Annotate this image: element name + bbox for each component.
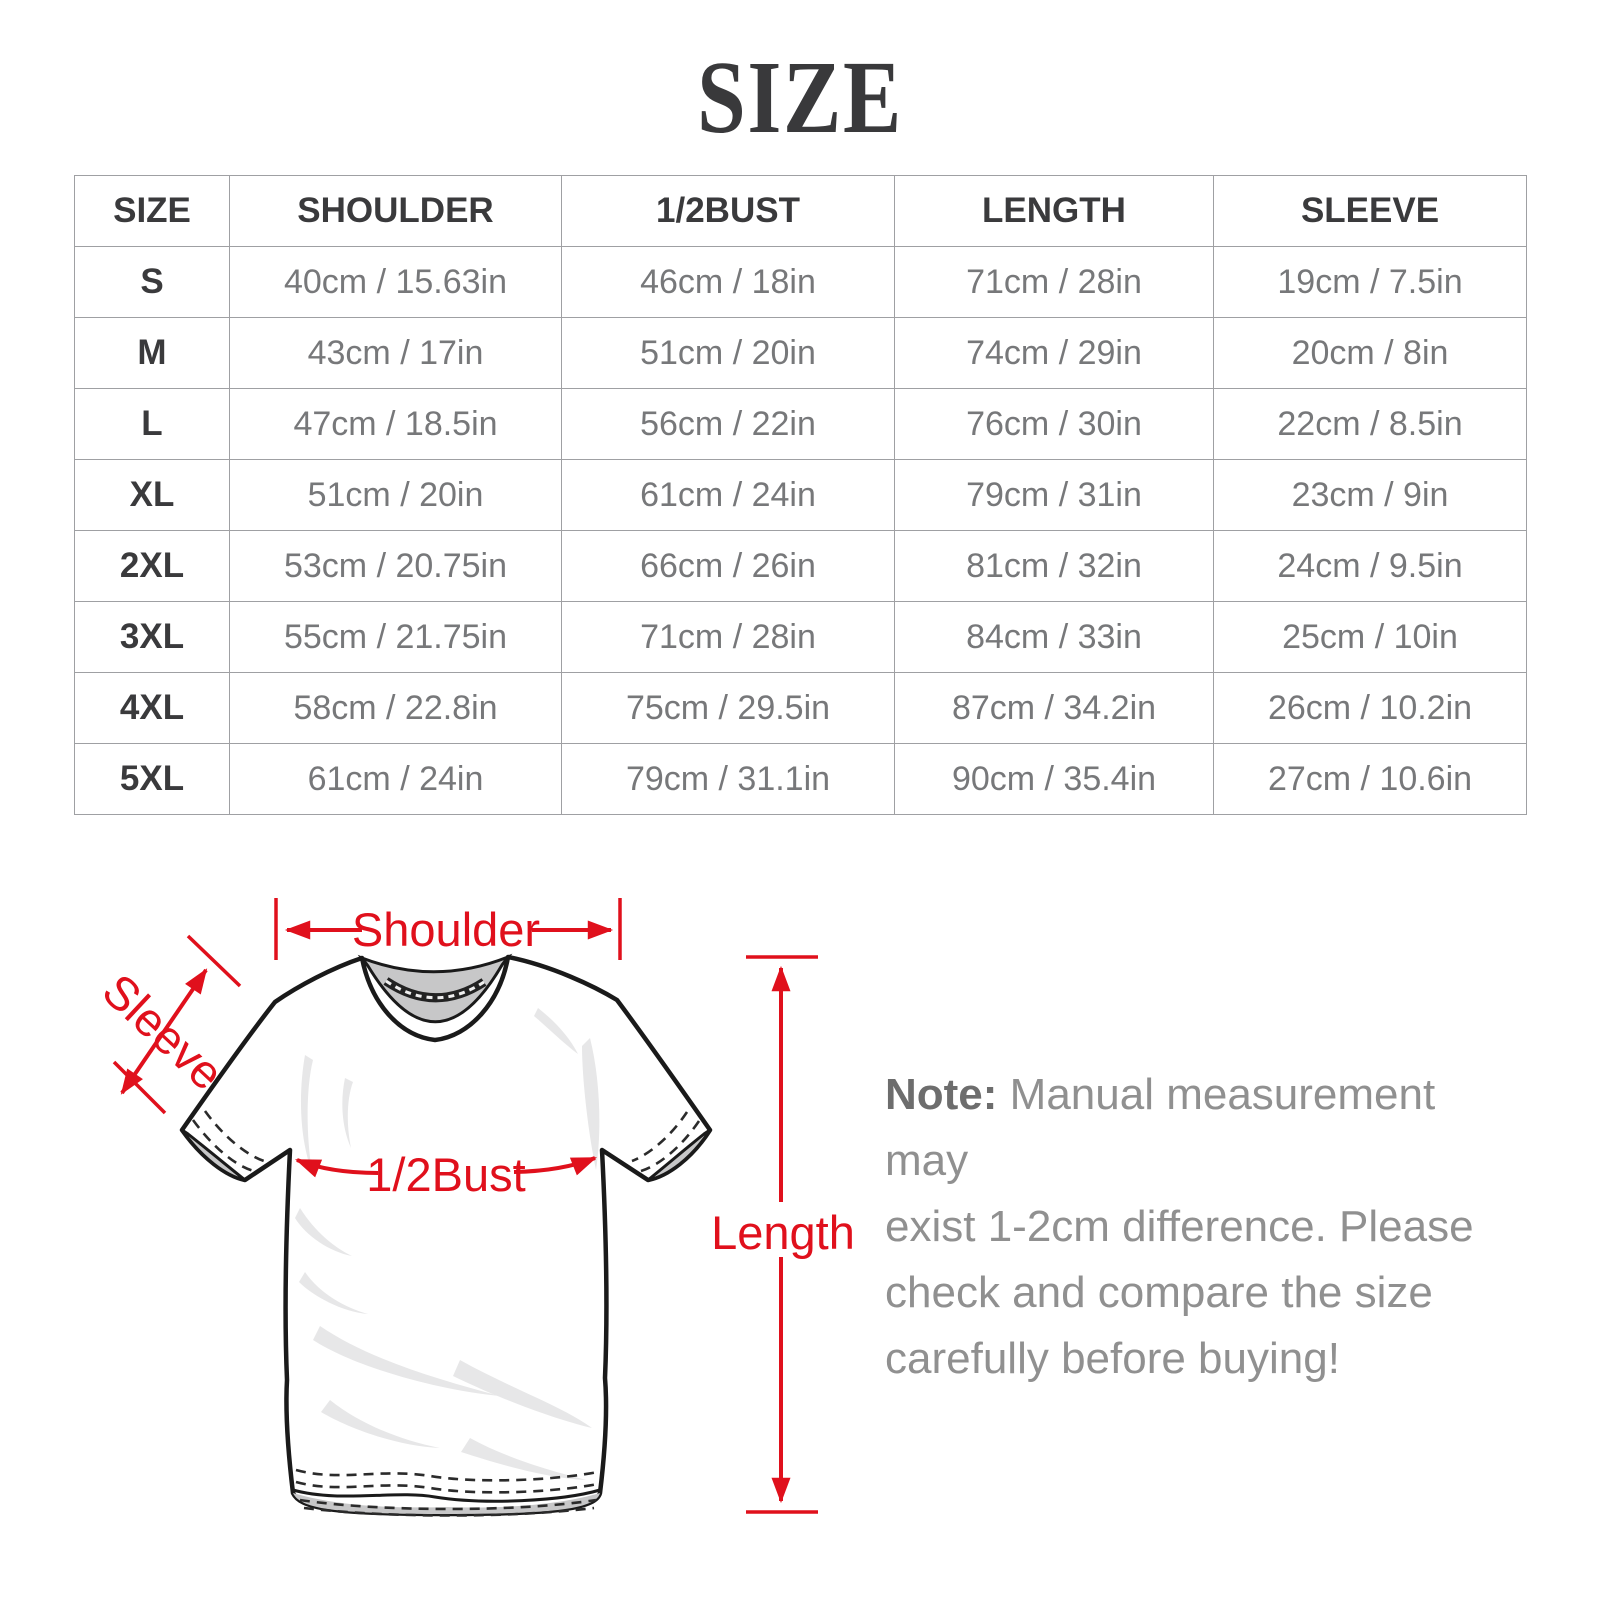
table-row: M 43cm / 17in 51cm / 20in 74cm / 29in 20… bbox=[74, 317, 1527, 389]
measurement-cell: 25cm / 10in bbox=[1213, 601, 1527, 673]
size-cell: XL bbox=[74, 459, 230, 531]
size-cell: 3XL bbox=[74, 601, 230, 673]
measurement-cell: 76cm / 30in bbox=[894, 388, 1214, 460]
page-title: SIZE bbox=[697, 40, 903, 155]
measurement-cell: 47cm / 18.5in bbox=[229, 388, 562, 460]
shoulder-label: Shoulder bbox=[352, 903, 540, 956]
measurement-diagram: Shoulder Sleeve 1/2Bust Length bbox=[93, 898, 855, 1517]
measurement-cell: 51cm / 20in bbox=[229, 459, 562, 531]
sleeve-label: Sleeve bbox=[93, 963, 234, 1100]
measurement-cell: 79cm / 31.1in bbox=[561, 743, 895, 815]
measurement-cell: 71cm / 28in bbox=[894, 246, 1214, 318]
measurement-cell: 40cm / 15.63in bbox=[229, 246, 562, 318]
table-row: XL 51cm / 20in 61cm / 24in 79cm / 31in 2… bbox=[74, 459, 1527, 531]
column-header-bust: 1/2BUST bbox=[561, 175, 895, 247]
note-line: carefully before buying! bbox=[885, 1334, 1340, 1383]
column-header-sleeve: SLEEVE bbox=[1213, 175, 1527, 247]
size-cell: 5XL bbox=[74, 743, 230, 815]
measurement-cell: 24cm / 9.5in bbox=[1213, 530, 1527, 602]
length-label: Length bbox=[711, 1206, 855, 1259]
table-row: 3XL 55cm / 21.75in 71cm / 28in 84cm / 33… bbox=[74, 601, 1527, 673]
measurement-cell: 19cm / 7.5in bbox=[1213, 246, 1527, 318]
measurement-cell: 74cm / 29in bbox=[894, 317, 1214, 389]
column-header-length: LENGTH bbox=[894, 175, 1214, 247]
note-prefix: Note: bbox=[885, 1070, 998, 1119]
note-text: Note: Manual measurement may exist 1-2cm… bbox=[885, 1062, 1505, 1392]
bust-label: 1/2Bust bbox=[366, 1148, 525, 1201]
length-arrow: Length bbox=[711, 955, 855, 1514]
size-cell: 4XL bbox=[74, 672, 230, 744]
size-cell: S bbox=[74, 246, 230, 318]
measurement-cell: 71cm / 28in bbox=[561, 601, 895, 673]
table-row: 4XL 58cm / 22.8in 75cm / 29.5in 87cm / 3… bbox=[74, 672, 1527, 744]
size-cell: L bbox=[74, 388, 230, 460]
measurement-cell: 46cm / 18in bbox=[561, 246, 895, 318]
table-header-row: SIZE SHOULDER 1/2BUST LENGTH SLEEVE bbox=[74, 175, 1527, 247]
measurement-cell: 51cm / 20in bbox=[561, 317, 895, 389]
measurement-cell: 56cm / 22in bbox=[561, 388, 895, 460]
measurement-cell: 87cm / 34.2in bbox=[894, 672, 1214, 744]
measurement-cell: 55cm / 21.75in bbox=[229, 601, 562, 673]
measurement-cell: 75cm / 29.5in bbox=[561, 672, 895, 744]
measurement-cell: 79cm / 31in bbox=[894, 459, 1214, 531]
measurement-cell: 84cm / 33in bbox=[894, 601, 1214, 673]
measurement-cell: 61cm / 24in bbox=[229, 743, 562, 815]
table-row: 2XL 53cm / 20.75in 66cm / 26in 81cm / 32… bbox=[74, 530, 1527, 602]
note-line: exist 1-2cm difference. Please bbox=[885, 1202, 1474, 1251]
size-table: SIZE SHOULDER 1/2BUST LENGTH SLEEVE S 40… bbox=[74, 175, 1527, 815]
bust-arrow: 1/2Bust bbox=[295, 1148, 597, 1201]
measurement-cell: 27cm / 10.6in bbox=[1213, 743, 1527, 815]
note-line: check and compare the size bbox=[885, 1268, 1433, 1317]
column-header-size: SIZE bbox=[74, 175, 230, 247]
measurement-cell: 53cm / 20.75in bbox=[229, 530, 562, 602]
note-line-text: Manual measurement may bbox=[885, 1070, 1436, 1185]
table-row: S 40cm / 15.63in 46cm / 18in 71cm / 28in… bbox=[74, 246, 1527, 318]
measurement-cell: 61cm / 24in bbox=[561, 459, 895, 531]
table-row: 5XL 61cm / 24in 79cm / 31.1in 90cm / 35.… bbox=[74, 743, 1527, 815]
note-line: Note: Manual measurement may bbox=[885, 1062, 1505, 1194]
size-cell: 2XL bbox=[74, 530, 230, 602]
measurement-cell: 22cm / 8.5in bbox=[1213, 388, 1527, 460]
measurement-cell: 66cm / 26in bbox=[561, 530, 895, 602]
measurement-cell: 58cm / 22.8in bbox=[229, 672, 562, 744]
measurement-cell: 90cm / 35.4in bbox=[894, 743, 1214, 815]
column-header-shoulder: SHOULDER bbox=[229, 175, 562, 247]
tshirt-illustration bbox=[179, 953, 713, 1517]
measurement-cell: 81cm / 32in bbox=[894, 530, 1214, 602]
measurement-cell: 43cm / 17in bbox=[229, 317, 562, 389]
size-cell: M bbox=[74, 317, 230, 389]
measurement-cell: 23cm / 9in bbox=[1213, 459, 1527, 531]
measurement-cell: 26cm / 10.2in bbox=[1213, 672, 1527, 744]
table-row: L 47cm / 18.5in 56cm / 22in 76cm / 30in … bbox=[74, 388, 1527, 460]
measurement-cell: 20cm / 8in bbox=[1213, 317, 1527, 389]
shoulder-arrow: Shoulder bbox=[274, 898, 622, 960]
